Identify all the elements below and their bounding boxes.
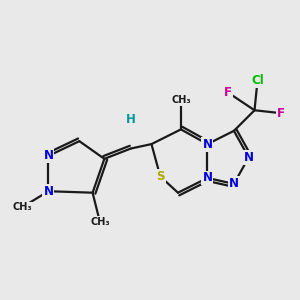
Text: S: S (156, 170, 165, 183)
Text: N: N (229, 177, 239, 190)
Text: N: N (44, 185, 53, 198)
Text: N: N (202, 138, 212, 151)
Text: CH₃: CH₃ (12, 202, 32, 212)
Text: Cl: Cl (251, 74, 264, 87)
Text: CH₃: CH₃ (90, 217, 110, 227)
Text: N: N (202, 172, 212, 184)
Text: H: H (126, 112, 136, 126)
Text: F: F (277, 107, 285, 120)
Text: F: F (224, 86, 232, 99)
Text: CH₃: CH₃ (171, 95, 191, 105)
Text: N: N (244, 151, 254, 164)
Text: N: N (44, 149, 53, 162)
